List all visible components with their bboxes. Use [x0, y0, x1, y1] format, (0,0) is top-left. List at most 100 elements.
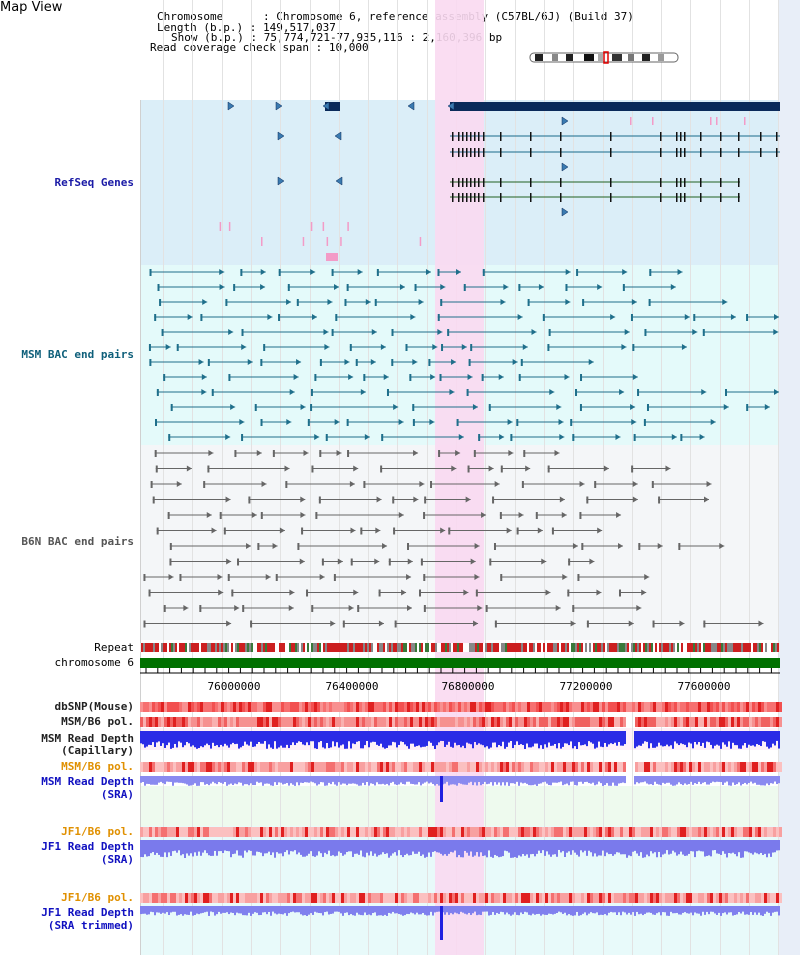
depth-bar [276, 731, 278, 749]
b6n-pair-end [378, 589, 381, 597]
heat-cell [530, 827, 533, 837]
b6n-pair-arrow [226, 620, 232, 627]
label-repeat[interactable]: Repeat [94, 641, 134, 654]
heat-cell [713, 717, 716, 727]
depth-bar [536, 840, 538, 854]
heat-cell [431, 717, 434, 727]
label-msm-depth-cap-1[interactable]: MSM Read Depth [41, 732, 134, 745]
depth-bar [320, 776, 322, 783]
repeat-track[interactable] [140, 643, 780, 652]
depth-bar [734, 840, 736, 855]
label-msm-depth-sra-2[interactable]: (SRA) [100, 788, 134, 801]
repeat-cell [391, 643, 393, 652]
label-msm-b6-pol-2[interactable]: MSM/B6 pol. [61, 760, 134, 773]
depth-bar [356, 776, 358, 785]
heat-cell [671, 893, 674, 903]
depth-bar [316, 776, 318, 786]
depth-bar [398, 731, 400, 745]
depth-bar [540, 906, 542, 916]
depth-bar [434, 776, 436, 786]
heat-cell [377, 827, 380, 837]
label-jf1-b6-pol[interactable]: JF1/B6 pol. [61, 825, 134, 838]
label-jf1-depth-trim-1[interactable]: JF1 Read Depth [41, 906, 134, 919]
label-msm-b6-pol[interactable]: MSM/B6 pol. [61, 715, 134, 728]
msm-bac-pairs[interactable] [148, 269, 779, 441]
repeat-cell [719, 643, 721, 652]
repeat-cell [301, 643, 303, 652]
depth-bar [186, 731, 188, 742]
depth-bar [164, 840, 166, 853]
repeat-cell [525, 643, 527, 652]
heat-cell [422, 893, 425, 903]
depth-bar [620, 840, 622, 855]
exon [660, 148, 662, 157]
depth-bar [638, 906, 640, 915]
depth-bar [300, 840, 302, 855]
heat-tracks[interactable] [140, 702, 782, 903]
label-chromosome[interactable]: chromosome 6 [54, 656, 134, 669]
depth-bar [212, 776, 214, 782]
heat-cell [584, 893, 587, 903]
depth-bar [628, 840, 630, 856]
exon [684, 178, 686, 187]
depth-bar [762, 776, 764, 786]
depth-bar [532, 906, 534, 914]
label-b6n-bac[interactable]: B6N BAC end pairs [21, 535, 134, 548]
b6n-pair-arrow [644, 574, 650, 580]
msm-pair-end [156, 389, 159, 396]
heat-cell [551, 702, 554, 712]
b6n-pair-arrow [706, 481, 712, 487]
depth-bar [530, 840, 532, 855]
heat-cell [353, 717, 356, 727]
label-jf1-depth-sra-1[interactable]: JF1 Read Depth [41, 840, 134, 853]
depth-bar [222, 731, 224, 747]
chromosome-bar[interactable] [140, 658, 780, 668]
heat-cell [272, 893, 275, 903]
label-refseq-genes[interactable]: RefSeq Genes [54, 176, 134, 189]
heat-cell [146, 827, 149, 837]
msm-pair-arrow [260, 269, 266, 275]
depth-bar [322, 731, 324, 748]
chromosome-ideogram[interactable] [529, 51, 679, 64]
label-jf1-b6-pol-2[interactable]: JF1/B6 pol. [61, 891, 134, 904]
depth-bar [392, 840, 394, 854]
msm-pair-arrow [564, 374, 570, 380]
depth-tracks[interactable] [140, 731, 780, 940]
heat-cell [275, 702, 278, 712]
label-dbsnp[interactable]: dbSNP(Mouse) [54, 700, 134, 713]
repeat-cell [563, 643, 565, 652]
heat-cell [179, 893, 182, 903]
heat-cell [218, 827, 221, 837]
heat-cell [467, 893, 470, 903]
label-jf1-depth-sra-2[interactable]: (SRA) [100, 853, 134, 866]
heat-cell [626, 702, 629, 712]
heat-cell [218, 893, 221, 903]
b6n-bac-pairs[interactable] [143, 450, 764, 628]
repeat-cell [503, 643, 505, 652]
depth-bar [216, 906, 218, 915]
heat-cell [293, 717, 296, 727]
label-msm-depth-cap-2[interactable]: (Capillary) [61, 744, 134, 757]
depth-bar [414, 840, 416, 854]
depth-bar [670, 840, 672, 854]
label-msm-bac[interactable]: MSM BAC end pairs [21, 348, 134, 361]
b6n-pair-end [394, 620, 397, 628]
heat-cell [752, 893, 755, 903]
depth-bar [340, 906, 342, 914]
heat-cell [431, 762, 434, 772]
heat-cell [467, 827, 470, 837]
depth-bar [234, 840, 236, 854]
label-msm-depth-sra-1[interactable]: MSM Read Depth [41, 775, 134, 788]
highlight-region[interactable] [435, 0, 484, 955]
depth-bar [400, 776, 402, 783]
msm-pair-arrow [701, 389, 707, 395]
refseq-gene-models[interactable] [219, 101, 780, 261]
heat-cell [194, 893, 197, 903]
heat-cell [620, 762, 623, 772]
label-jf1-depth-trim-2[interactable]: (SRA trimmed) [47, 919, 134, 932]
heat-cell [203, 827, 206, 837]
heat-cell [422, 717, 425, 727]
heat-cell [653, 702, 656, 712]
depth-bar [310, 906, 312, 914]
